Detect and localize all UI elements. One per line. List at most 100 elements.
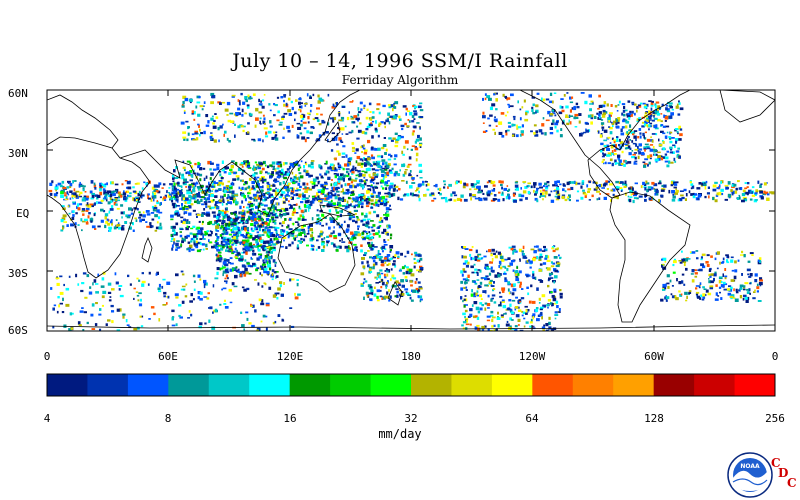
rain-pixel — [219, 303, 222, 306]
rain-pixel — [251, 181, 255, 185]
rain-pixel — [326, 203, 329, 207]
rain-pixel — [685, 267, 688, 271]
rain-pixel — [280, 232, 285, 236]
rain-pixel — [141, 280, 146, 284]
rain-pixel — [239, 211, 244, 215]
rain-pixel — [651, 100, 654, 103]
rain-pixel — [396, 294, 399, 297]
rain-pixel — [243, 195, 246, 199]
rain-pixel — [602, 109, 606, 113]
rain-pixel — [362, 265, 366, 269]
rain-pixel — [401, 284, 405, 288]
rain-pixel — [271, 213, 276, 216]
rain-pixel — [343, 198, 347, 202]
rain-pixel — [211, 183, 214, 186]
rain-pixel — [350, 115, 353, 118]
rain-pixel — [588, 199, 591, 201]
rain-pixel — [236, 249, 238, 254]
rain-pixel — [189, 170, 193, 173]
rain-pixel — [117, 222, 120, 225]
rain-pixel — [184, 205, 189, 208]
rain-pixel — [771, 191, 775, 195]
rain-pixel — [755, 189, 758, 192]
rain-pixel — [710, 255, 713, 258]
rain-pixel — [531, 276, 534, 278]
rain-pixel — [730, 286, 733, 290]
rain-pixel — [195, 105, 198, 109]
rain-pixel — [762, 193, 766, 196]
rain-pixel — [385, 175, 387, 178]
rain-pixel — [237, 234, 240, 236]
rain-pixel — [645, 111, 649, 113]
rain-pixel — [608, 126, 611, 128]
rain-pixel — [294, 181, 297, 183]
rain-pixel — [372, 224, 376, 227]
rain-pixel — [267, 264, 271, 268]
rain-pixel — [744, 282, 749, 285]
rain-pixel — [265, 304, 270, 307]
rain-pixel — [416, 174, 419, 177]
rain-pixel — [609, 112, 613, 115]
rain-pixel — [267, 235, 270, 238]
rain-pixel — [270, 200, 273, 204]
rain-pixel — [321, 241, 325, 244]
rain-pixel — [225, 241, 228, 245]
rain-pixel — [227, 223, 231, 227]
rain-pixel — [363, 278, 366, 281]
rain-pixel — [575, 181, 578, 186]
rain-pixel — [253, 176, 257, 181]
rain-pixel — [359, 162, 364, 166]
rain-pixel — [344, 125, 347, 128]
rain-pixel — [357, 204, 360, 208]
rain-pixel — [361, 151, 363, 153]
rain-pixel — [404, 169, 408, 171]
rain-pixel — [108, 299, 112, 302]
rain-pixel — [376, 108, 380, 111]
rain-pixel — [653, 124, 658, 129]
rain-pixel — [297, 167, 300, 172]
rain-pixel — [224, 280, 228, 283]
rain-pixel — [176, 247, 180, 249]
rain-pixel — [360, 145, 362, 149]
rain-pixel — [284, 218, 287, 221]
rain-pixel — [660, 130, 664, 133]
rain-pixel — [419, 109, 424, 112]
rain-pixel — [182, 131, 187, 134]
rain-pixel — [677, 113, 681, 116]
rain-pixel — [288, 182, 291, 185]
rain-pixel — [386, 254, 391, 257]
rain-pixel — [270, 274, 275, 278]
rain-pixel — [616, 186, 620, 189]
rain-pixel — [94, 187, 97, 190]
rain-pixel — [350, 118, 355, 120]
rain-pixel — [257, 196, 261, 200]
rain-pixel — [354, 166, 357, 170]
rain-pixel — [708, 280, 711, 284]
rain-pixel — [722, 281, 726, 285]
rain-pixel — [305, 197, 309, 199]
rain-pixel — [713, 277, 715, 282]
rain-pixel — [93, 184, 97, 188]
rain-pixel — [235, 201, 239, 205]
rain-pixel — [463, 256, 467, 259]
rain-pixel — [157, 216, 161, 220]
rain-pixel — [234, 194, 239, 197]
rain-pixel — [523, 99, 526, 103]
rain-pixel — [476, 294, 480, 297]
rain-pixel — [746, 182, 750, 185]
rain-pixel — [263, 231, 267, 234]
rain-pixel — [79, 310, 84, 313]
rain-pixel — [221, 236, 225, 239]
rain-pixel — [287, 129, 291, 133]
rain-pixel — [215, 242, 219, 246]
rain-pixel — [288, 243, 292, 247]
rain-pixel — [586, 184, 589, 188]
rain-pixel — [320, 219, 323, 222]
rain-pixel — [381, 159, 386, 162]
rain-pixel — [306, 137, 310, 139]
rain-pixel — [262, 178, 267, 181]
rain-pixel — [379, 225, 382, 227]
rain-pixel — [339, 213, 342, 218]
rain-pixel — [578, 120, 581, 124]
rain-pixel — [631, 103, 636, 106]
